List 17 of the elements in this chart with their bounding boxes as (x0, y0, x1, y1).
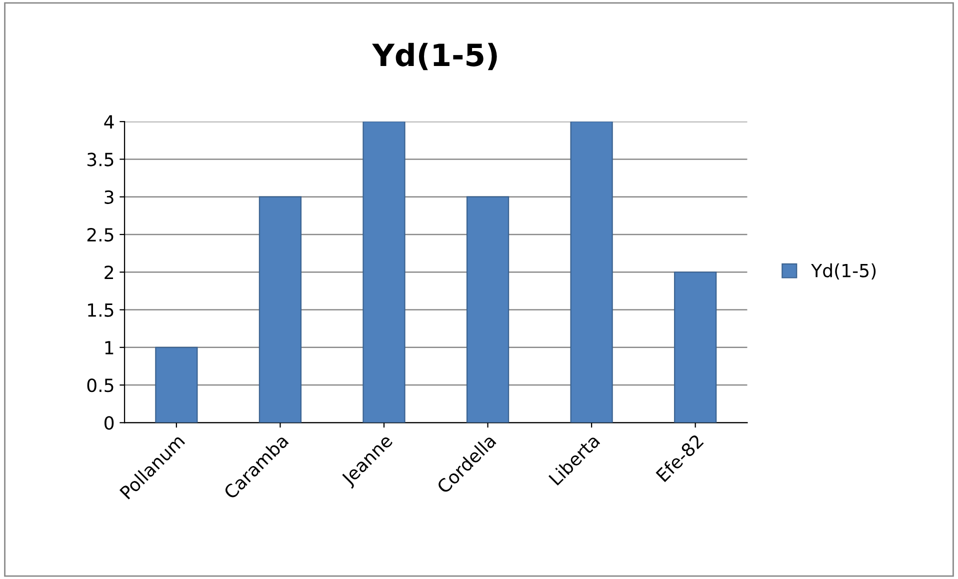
y-tick-label: 3.5 (87, 152, 114, 166)
bar (466, 196, 510, 423)
y-tick-label: 2.5 (87, 228, 114, 242)
bar (258, 196, 302, 423)
y-tick-label: 2 (104, 266, 114, 279)
bar (362, 122, 406, 423)
chart-title: Yd(1-5) (372, 42, 497, 70)
bar (570, 122, 613, 423)
y-tick-label: 0 (104, 416, 114, 430)
y-tick-label: 3 (104, 190, 114, 204)
y-tick-label: 1.5 (88, 303, 114, 317)
bar (155, 346, 198, 423)
legend-label: Yd(1-5) (811, 263, 876, 280)
y-tick-label: 1 (105, 341, 114, 354)
y-tick-label: 4 (104, 115, 114, 128)
bar (674, 272, 717, 423)
y-tick-label: 0.5 (87, 378, 114, 392)
